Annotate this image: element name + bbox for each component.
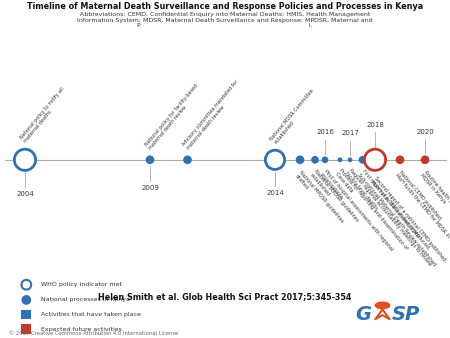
Ellipse shape [347,158,352,162]
Text: National policy to notify all
maternal deaths: National policy to notify all maternal d… [19,87,69,144]
Text: National processes in Kenya: National processes in Kenya [41,297,130,303]
Text: National policy for facility-based
maternal death review: National policy for facility-based mater… [144,83,203,150]
Text: Routine health bill provides a legal framework for
MDSR in Kenya: Routine health bill provides a legal fra… [419,169,450,269]
Ellipse shape [359,156,366,164]
Text: Expected future activities: Expected future activities [41,327,122,332]
Text: Second report of a national CEMD published;
MoH funds the national CEMD: Second report of a national CEMD publish… [369,176,448,267]
FancyBboxPatch shape [22,324,31,334]
FancyBboxPatch shape [22,310,31,319]
Ellipse shape [338,158,342,162]
Circle shape [375,302,390,309]
Text: Pilot of hospital assessments with regional
organizations: Pilot of hospital assessments with regio… [319,168,394,255]
Text: 2004: 2004 [16,191,34,197]
Text: 2009: 2009 [141,185,159,191]
Text: Process for reporting and dissemination of
Case data: Process for reporting and dissemination … [334,167,409,254]
Ellipse shape [311,156,319,164]
Text: P                                                                               : P [137,23,313,28]
Ellipse shape [183,155,192,164]
Text: Advisory committee mandated for
maternal death review: Advisory committee mandated for maternal… [181,78,244,150]
Text: G: G [356,305,372,324]
Text: 2020: 2020 [416,128,434,135]
Text: 2018: 2018 [366,122,384,128]
Ellipse shape [22,295,31,305]
Ellipse shape [421,155,429,164]
Text: 2016: 2016 [316,129,334,136]
Text: National MPDSR guidelines
drafted: National MPDSR guidelines drafted [294,169,345,227]
Text: Abbreviations: CEMD, Confidential Enquiry into Maternal Deaths; HMIS, Health Man: Abbreviations: CEMD, Confidential Enquir… [80,12,370,17]
Text: Helen Smith et al. Glob Health Sci Pract 2017;5:345-354: Helen Smith et al. Glob Health Sci Pract… [98,292,352,301]
Text: Information System; MDSR, Maternal Death Surveillance and Response; MPDSR, Mater: Information System; MDSR, Maternal Death… [77,18,373,23]
Ellipse shape [22,280,31,290]
Ellipse shape [146,155,154,164]
Text: SP: SP [392,305,420,324]
Text: Activities that have taken place: Activities that have taken place [41,312,141,317]
Ellipse shape [296,155,304,164]
Ellipse shape [266,150,285,169]
Text: National MDSR Committee
established: National MDSR Committee established [269,88,319,145]
Text: 2014: 2014 [266,190,284,196]
Text: WHO policy indicator met: WHO policy indicator met [41,282,122,287]
Text: © 2017 Creative Commons Attribution 4.0 International License: © 2017 Creative Commons Attribution 4.0 … [9,331,178,336]
Text: First report of a CEMD in Kenya produced;
Sub-national Maternal Death Review est: First report of a CEMD in Kenya produced… [356,169,441,267]
Text: Regular regional accountability meetings to review
facility-level deaths: Regular regional accountability meetings… [344,167,433,270]
Ellipse shape [322,156,328,163]
Text: Timeline of Maternal Death Surveillance and Response Policies and Processes in K: Timeline of Maternal Death Surveillance … [27,2,423,11]
Ellipse shape [364,149,386,170]
Text: National MPDSR guidelines
established: National MPDSR guidelines established [309,169,360,226]
Text: 2017: 2017 [341,130,359,137]
Ellipse shape [396,155,405,164]
Ellipse shape [14,149,36,170]
Text: National CEMD published;
MoH funds the CEMD for MDSR in Kenya: National CEMD published; MoH funds the C… [394,169,450,252]
